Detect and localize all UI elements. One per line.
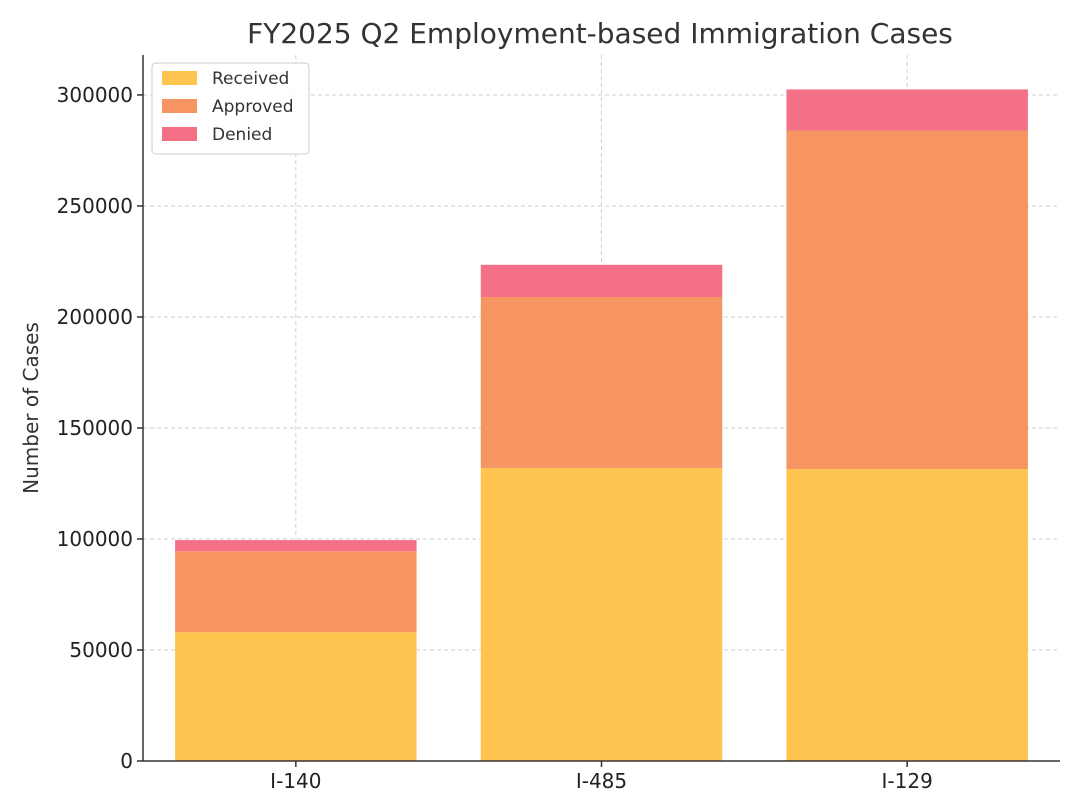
y-tick-label-4: 200000	[57, 305, 133, 329]
legend-swatch-received	[162, 71, 197, 85]
bar-i-485-received	[480, 467, 723, 761]
bar-i-129-received	[786, 469, 1028, 761]
legend-label-denied: Denied	[212, 125, 272, 145]
bar-i-129-approved	[786, 130, 1028, 470]
x-tick-label-0: I-140	[270, 769, 321, 793]
bar-i-485-denied	[480, 264, 723, 297]
legend-label-approved: Approved	[212, 97, 294, 117]
bar-i-485-approved	[480, 296, 723, 468]
bar-stacks	[175, 89, 1028, 761]
legend-swatch-approved	[162, 99, 197, 113]
x-tick-label-1: I-485	[576, 769, 627, 793]
x-tick-label-2: I-129	[882, 769, 933, 793]
legend-label-received: Received	[212, 69, 289, 89]
bar-i-140-received	[175, 632, 417, 761]
bar-i-140-approved	[175, 551, 417, 633]
bar-i-140-denied	[175, 540, 417, 552]
y-tick-label-2: 100000	[57, 527, 133, 551]
y-tick-label-3: 150000	[57, 416, 133, 440]
legend: Received Approved Denied	[151, 62, 310, 155]
y-tick-label-0: 0	[120, 749, 133, 773]
chart-title: FY2025 Q2 Employment-based Immigration C…	[247, 17, 953, 50]
y-tick-label-5: 250000	[57, 194, 133, 218]
y-tick-label-1: 50000	[69, 638, 133, 662]
bar-i-129-denied	[786, 89, 1028, 131]
tick-labels: 0 50000 100000 150000 200000 250000 300000 I-14…	[57, 83, 933, 793]
legend-swatch-denied	[162, 127, 197, 141]
y-axis-label: Number of Cases	[19, 322, 43, 494]
y-tick-label-6: 300000	[57, 83, 133, 107]
